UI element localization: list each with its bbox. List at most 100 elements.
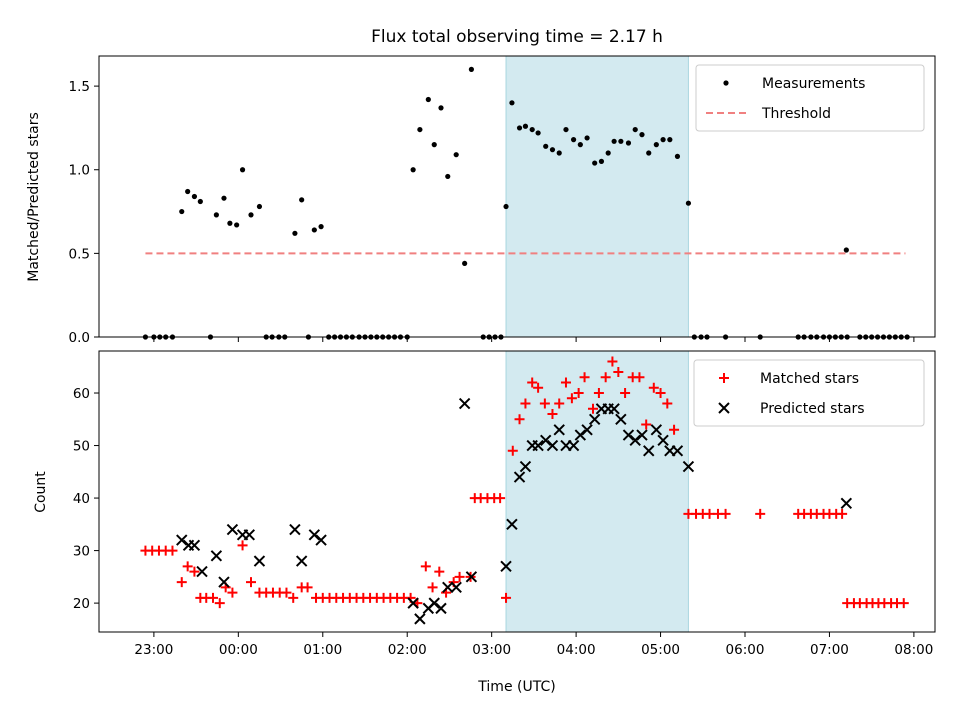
measurements-point [256, 203, 263, 210]
measurements-point [503, 203, 509, 210]
measurements-point [529, 126, 535, 133]
measurements-point [234, 222, 240, 228]
predicted-stars-point [608, 403, 620, 415]
measurements-point [438, 105, 444, 111]
legend-measurements-swatch [723, 80, 729, 86]
matched-stars-point [573, 388, 584, 399]
measurements-point [417, 126, 423, 133]
measurements-point [646, 150, 652, 156]
bottom-highlight-span [505, 350, 689, 633]
predicted-stars-point [540, 434, 552, 446]
predicted-stars-point [629, 434, 641, 446]
predicted-stars-point [450, 581, 462, 594]
measurements-point [179, 208, 185, 215]
measurements-point [611, 138, 617, 144]
matched-stars-point [288, 592, 299, 603]
predicted-stars-point [574, 429, 587, 441]
measurements-point [632, 126, 638, 133]
measurements-point [577, 142, 583, 148]
measurements-point [221, 195, 227, 201]
matched-stars-point [227, 587, 238, 598]
measurements-point [197, 198, 203, 205]
matched-stars-point [669, 424, 680, 435]
top-y-tick-label: 1.5 [69, 79, 90, 95]
matched-stars-point [237, 540, 248, 551]
predicted-stars-point [465, 571, 478, 583]
top-y-tick-label: 1.0 [69, 163, 90, 179]
predicted-stars-point [253, 555, 266, 567]
measurements-point [570, 137, 577, 143]
measurements-point [605, 150, 611, 156]
matched-stars-point [246, 577, 256, 588]
measurements-point [516, 125, 523, 131]
measurements-point [584, 135, 590, 141]
bottom-y-tick-label: 30 [73, 544, 90, 560]
predicted-stars-point [546, 439, 559, 452]
measurements-point [598, 158, 605, 164]
top-legend-box [695, 64, 925, 132]
predicted-stars-point [188, 539, 201, 552]
measurements-point [667, 137, 673, 143]
matched-stars-point [539, 398, 550, 409]
measurements-point [625, 140, 632, 146]
measurements-point [660, 137, 666, 143]
predicted-stars-point [567, 439, 580, 452]
measurements-point [239, 167, 246, 173]
matched-stars-point [554, 398, 565, 409]
bottom-y-tick-label: 40 [73, 491, 90, 507]
matched-stars-point [167, 545, 178, 556]
legend-measurements-label: Measurements [762, 76, 865, 92]
matched-stars-point [547, 409, 558, 420]
measurements-point [674, 153, 681, 159]
predicted-stars-point [210, 550, 223, 562]
matched-stars-point [607, 356, 618, 367]
matched-stars-point [648, 382, 659, 393]
measurements-point [509, 100, 515, 106]
measurements-point [453, 152, 459, 158]
bottom-axes-frame [98, 350, 936, 633]
measurements-point [556, 150, 562, 156]
matched-stars-point [495, 493, 506, 504]
predicted-stars-point [553, 424, 565, 436]
matched-stars-point [520, 398, 531, 409]
measurements-point [445, 173, 451, 180]
predicted-stars-point [532, 439, 544, 452]
predicted-stars-point [414, 613, 426, 625]
predicted-stars-point [506, 518, 518, 531]
predicted-stars-point [671, 445, 684, 457]
top-axes-frame [98, 55, 936, 338]
x-tick-label: 05:00 [641, 642, 680, 658]
top-y-tick-label: 0.0 [69, 330, 90, 346]
predicted-stars-point [176, 534, 188, 546]
predicted-stars-point [196, 565, 208, 578]
measurements-point [318, 224, 324, 230]
measurements-point [535, 130, 541, 136]
measurements-point [292, 230, 298, 236]
matched-stars-point [620, 388, 631, 399]
measurements-point [213, 212, 219, 218]
measurements-point [191, 193, 198, 200]
legend-threshold-label: Threshold [761, 106, 831, 122]
matched-stars-point [655, 388, 666, 399]
matched-stars-point [208, 592, 218, 603]
predicted-stars-point [615, 413, 627, 425]
legend-matched-stars-label: Matched stars [760, 371, 859, 387]
measurements-point [543, 143, 549, 149]
top-y-axis-label: Matched/Predicted stars [26, 112, 42, 282]
measurements-point [522, 123, 529, 129]
legend-predicted-stars-swatch [718, 402, 730, 414]
x-tick-label: 00:00 [219, 642, 258, 658]
legend-matched-stars-swatch [719, 373, 729, 383]
predicted-stars-point [643, 445, 655, 457]
bottom-y-tick-label: 20 [73, 596, 90, 612]
measurements-point [425, 96, 431, 103]
matched-stars-point [507, 445, 518, 456]
x-tick-label: 08:00 [894, 642, 933, 658]
measurements-point [227, 220, 233, 226]
predicted-stars-point [442, 581, 454, 594]
matched-stars-point [182, 561, 193, 572]
measurements-point [563, 126, 569, 133]
predicted-stars-point [458, 397, 471, 410]
matched-stars-point [176, 577, 187, 588]
matched-stars-point [641, 419, 652, 430]
